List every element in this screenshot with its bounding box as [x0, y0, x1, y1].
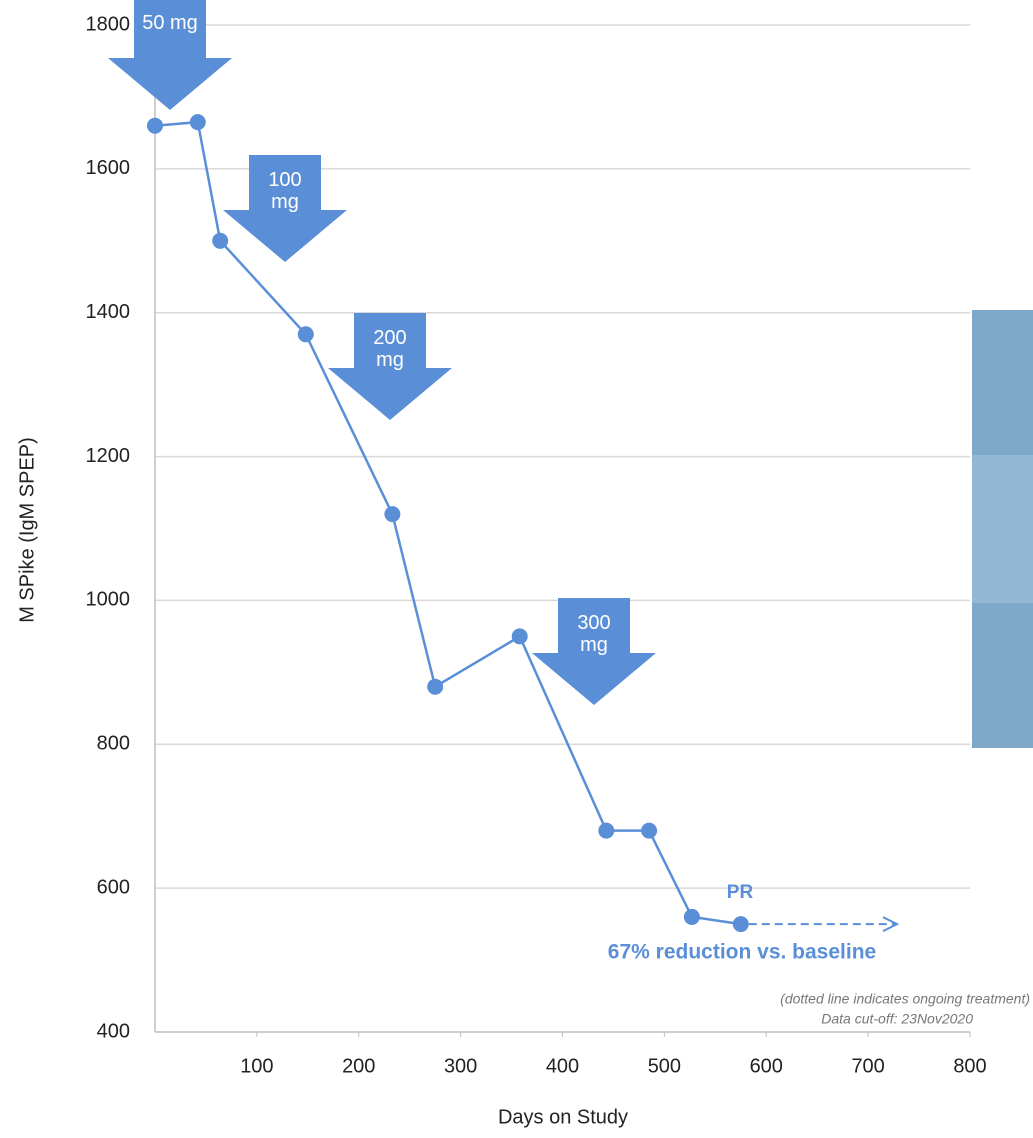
x-tick-label: 100 [240, 1055, 273, 1077]
y-axis-title: M SPike (IgM SPEP) [16, 437, 38, 623]
y-tick-label: 1600 [86, 157, 131, 179]
data-point [683, 908, 700, 925]
x-tick-label: 500 [648, 1055, 681, 1077]
data-point [641, 822, 658, 839]
dose-arrow [223, 155, 347, 262]
data-point [212, 232, 229, 249]
y-tick-label: 400 [97, 1020, 130, 1042]
dose-label: 50 mg [142, 12, 198, 34]
y-tick-label: 1800 [86, 13, 131, 35]
data-point [732, 916, 749, 933]
dose-label: 300 mg [577, 612, 611, 656]
data-point [598, 822, 615, 839]
side-panel-band [972, 455, 1033, 603]
dose-arrow [108, 0, 232, 110]
x-tick-label: 200 [342, 1055, 375, 1077]
x-tick-label: 700 [851, 1055, 884, 1077]
data-point [147, 117, 163, 134]
x-tick-label: 300 [444, 1055, 477, 1077]
data-point [427, 678, 444, 695]
dose-arrow [532, 598, 656, 705]
y-tick-label: 600 [97, 876, 130, 898]
reduction-label: 67% reduction vs. baseline [608, 941, 876, 964]
dose-label: 200 mg [373, 327, 407, 371]
data-point [511, 628, 528, 645]
y-tick-label: 1200 [86, 445, 131, 467]
dose-label: 100 mg [268, 169, 302, 213]
ongoing-arrowhead [882, 916, 900, 933]
x-axis-title: Days on Study [498, 1106, 628, 1128]
data-point [189, 114, 206, 131]
note: (dotted line indicates ongoing treatment… [780, 991, 1030, 1007]
data-point [297, 326, 314, 343]
y-tick-label: 1400 [86, 301, 131, 323]
data-line [154, 120, 741, 926]
note: Data cut-off: 23Nov2020 [821, 1011, 973, 1027]
x-tick-label: 400 [546, 1055, 579, 1077]
dose-arrow [328, 313, 452, 420]
x-tick-label: 600 [750, 1055, 783, 1077]
x-tick-label: 800 [953, 1055, 986, 1077]
data-point [384, 506, 401, 523]
y-tick-label: 1000 [86, 589, 131, 611]
response-label: PR [727, 882, 754, 903]
y-tick-label: 800 [97, 733, 130, 755]
